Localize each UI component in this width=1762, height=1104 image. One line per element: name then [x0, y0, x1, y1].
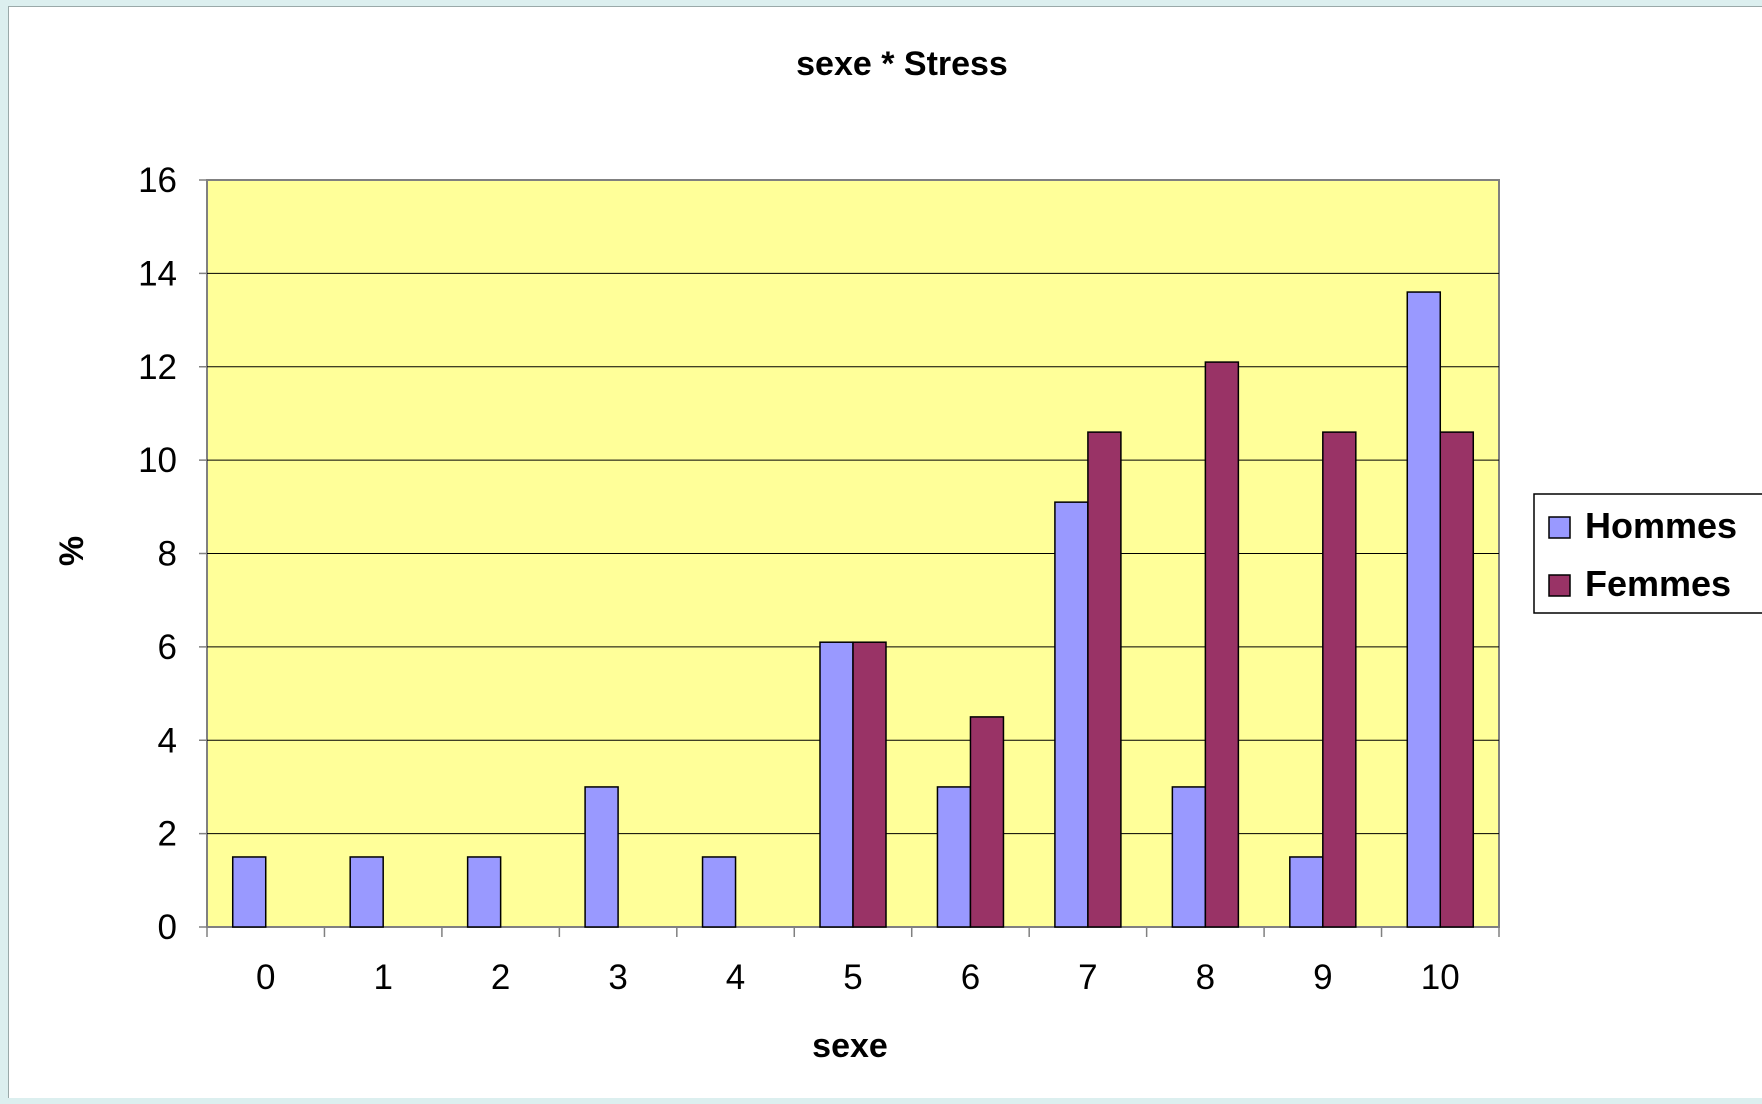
y-tick-label: 0 — [158, 908, 177, 947]
chart-frame: sexe * Stress 0 2 4 6 8 10 12 14 16 0 1 2 3 4 5 6 7 8 9 10… — [8, 6, 1762, 1098]
bar-hommes-5 — [819, 641, 854, 928]
y-axis-ticks: 0 2 4 6 8 10 12 14 16 — [138, 161, 207, 947]
x-tick-label: 0 — [256, 958, 275, 997]
y-tick-label: 6 — [158, 628, 177, 667]
y-tick-label: 10 — [138, 441, 177, 480]
x-tick-label: 7 — [1078, 958, 1097, 997]
bar-hommes-3 — [584, 786, 619, 928]
y-axis-title: % — [53, 536, 91, 566]
bar-hommes-1 — [349, 856, 384, 928]
bar-femmes-9 — [1322, 431, 1357, 928]
x-tick-label: 6 — [961, 958, 980, 997]
bar-hommes-4 — [701, 856, 737, 928]
bars — [231, 291, 1475, 928]
bar-hommes-2 — [466, 856, 502, 928]
bar-hommes-6 — [936, 786, 972, 928]
y-tick-label: 4 — [158, 721, 177, 760]
y-tick-label: 2 — [158, 815, 177, 854]
bar-femmes-7 — [1087, 431, 1122, 928]
bar-femmes-8 — [1204, 361, 1240, 928]
y-tick-label: 16 — [138, 161, 177, 200]
bar-hommes-8 — [1171, 786, 1207, 928]
legend-swatch-femmes — [1548, 574, 1571, 597]
gridlines — [207, 272, 1499, 835]
x-tick-label: 8 — [1196, 958, 1215, 997]
bar-hommes-10 — [1406, 291, 1442, 928]
x-tick-label: 9 — [1313, 958, 1332, 997]
x-tick-label: 2 — [491, 958, 510, 997]
y-tick-label: 12 — [138, 348, 177, 387]
legend-swatch-hommes — [1548, 516, 1571, 539]
bar-femmes-10 — [1439, 431, 1475, 928]
legend-label-hommes: Hommes — [1585, 505, 1737, 546]
chart-title: sexe * Stress — [796, 45, 1008, 83]
x-tick-label: 5 — [843, 958, 862, 997]
bar-femmes-5 — [852, 641, 887, 928]
bar-hommes-9 — [1289, 856, 1324, 928]
y-tick-label: 14 — [138, 254, 177, 293]
x-tick-label: 4 — [726, 958, 745, 997]
y-tick-label: 8 — [158, 535, 177, 574]
legend-label-femmes: Femmes — [1585, 563, 1731, 604]
legend-box — [1533, 493, 1762, 614]
x-axis-title: sexe — [812, 1027, 888, 1065]
x-tick-label: 1 — [373, 958, 392, 997]
bar-femmes-6 — [969, 716, 1005, 928]
bar-hommes-7 — [1054, 501, 1089, 928]
x-axis-ticks: 0 1 2 3 4 5 6 7 8 9 10 — [206, 927, 1500, 997]
x-tick-label: 3 — [608, 958, 627, 997]
legend: Hommes Femmes — [1533, 493, 1762, 614]
bar-hommes-0 — [231, 856, 267, 928]
x-tick-label: 10 — [1421, 958, 1460, 997]
